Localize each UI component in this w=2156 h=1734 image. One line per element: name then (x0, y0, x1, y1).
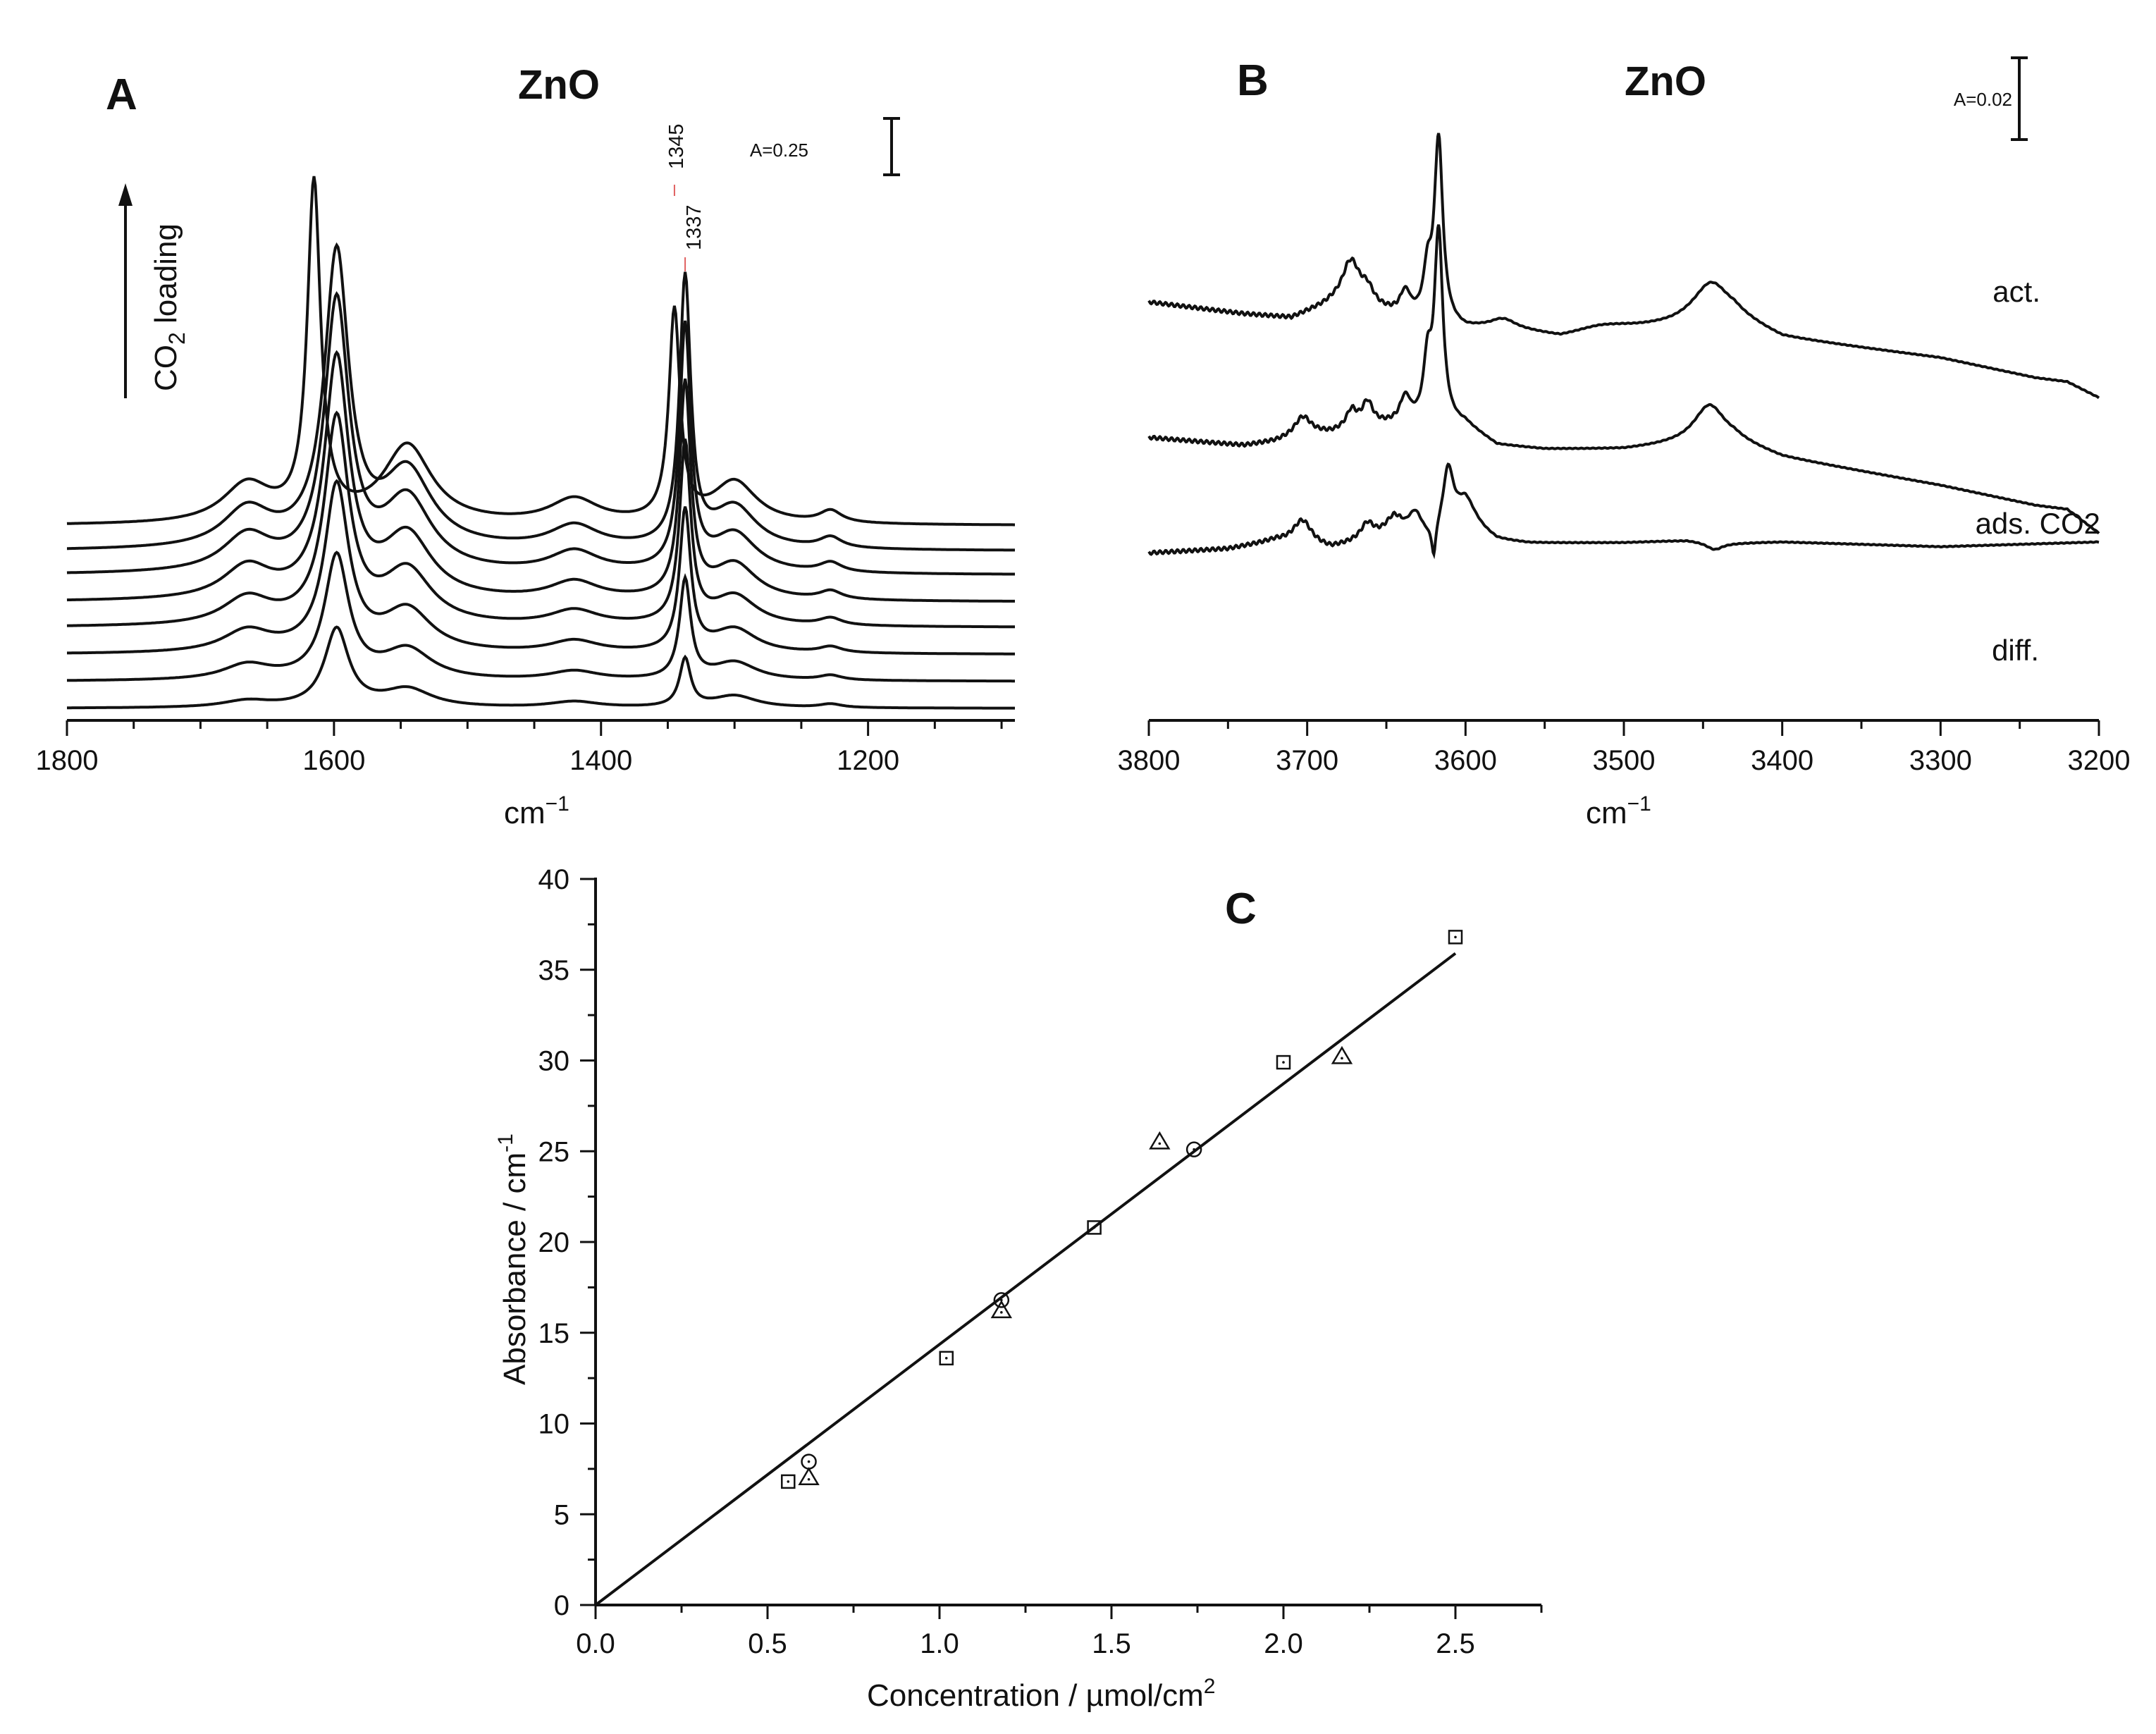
panel-c-point-square (781, 1474, 796, 1489)
panel-c-point-square (939, 1351, 954, 1366)
panel-a-trace-3 (67, 479, 1015, 656)
panel-b-scale-bar (2011, 56, 2028, 141)
panel-c-point-circle (1185, 1141, 1202, 1157)
panel-c-point-triangle (1149, 1131, 1171, 1150)
panel-b: B ZnO A=0.02 act. ads. CO2 diff. 3800 370… (1118, 56, 2131, 830)
panel-a-trace-6 (66, 290, 1015, 576)
trace-label-act: act. (1992, 275, 2040, 308)
panel-c-y-tick-label: 15 (538, 1318, 570, 1349)
panel-a-trace-4 (66, 410, 1015, 629)
panel-b-x-label: cm−1 (1586, 792, 1651, 830)
panel-a-letter: A (106, 70, 137, 119)
panel-c-y-tick-label: 20 (538, 1227, 570, 1258)
panel-a-x-ticks: 1800 1600 1400 1200 (36, 720, 1003, 776)
trace-label-ads-co2: ads. CO2 (1976, 507, 2100, 540)
panel-c-ticks: 0.0 0.5 1.0 1.5 2.0 2.5 0 5 10 15 20 25 30 35 40 (538, 864, 1543, 1659)
panel-b-scale-bar-label: A=0.02 (1954, 89, 2012, 110)
panel-b-tick-label: 3700 (1276, 745, 1338, 776)
panel-c-y-tick-label: 40 (538, 864, 570, 895)
panel-a-trace-1 (67, 625, 1015, 710)
panel-c-y-tick-label: 10 (538, 1409, 570, 1440)
panel-b-tick-label: 3300 (1909, 745, 1972, 776)
panel-c-y-tick-label: 5 (554, 1499, 569, 1530)
panel-a-title: ZnO (518, 62, 600, 108)
trace-label-diff: diff. (1992, 634, 2039, 667)
panel-c-point-triangle (990, 1300, 1013, 1319)
panel-b-traces (1147, 133, 2100, 560)
panel-b-title: ZnO (1625, 59, 1706, 104)
panel-a: A ZnO A=0.25 CO2 loading 1345 1337 1800 1… (36, 62, 1015, 830)
panel-c-x-tick-label: 2.0 (1264, 1628, 1303, 1659)
panel-a-trace-5 (66, 350, 1015, 603)
panel-c-point-square (1448, 930, 1463, 945)
peak-label-1337: 1337 (683, 204, 706, 250)
panel-c-point-square (1276, 1054, 1291, 1070)
panel-c-x-tick-label: 2.5 (1436, 1628, 1475, 1659)
co2-loading-arrow (118, 183, 133, 398)
panel-b-trace-2 (1147, 224, 2100, 535)
panel-b-tick-label: 3600 (1434, 745, 1497, 776)
panel-c-x-label: Concentration / µmol/cm2 (867, 1675, 1215, 1713)
panel-a-tick-label: 1200 (837, 745, 899, 776)
panel-a-tick-label: 1800 (36, 745, 99, 776)
panel-c-y-tick-label: 30 (538, 1046, 570, 1077)
panel-c-x-tick-label: 1.0 (920, 1628, 959, 1659)
panel-c-x-tick-label: 0.5 (748, 1628, 787, 1659)
panel-c-point-triangle (798, 1467, 820, 1485)
panel-b-tick-label: 3400 (1751, 745, 1813, 776)
panel-b-letter: B (1237, 56, 1269, 105)
panel-c-y-tick-label: 35 (538, 955, 570, 986)
panel-a-scale-bar-label: A=0.25 (750, 140, 808, 161)
panel-b-tick-label: 3200 (2068, 745, 2131, 776)
panel-c-x-tick-label: 0.0 (576, 1628, 615, 1659)
panel-a-trace-2 (67, 551, 1015, 683)
peak-label-1345: 1345 (665, 123, 688, 169)
panel-c-points (781, 930, 1463, 1489)
panel-b-tick-label: 3800 (1118, 745, 1181, 776)
panel-a-scale-bar (883, 117, 900, 176)
panel-c-y-tick-label: 25 (538, 1136, 570, 1167)
panel-a-tick-label: 1600 (302, 745, 365, 776)
panel-c-point-triangle (1331, 1045, 1353, 1064)
panel-a-x-label: cm−1 (504, 792, 569, 830)
panel-b-x-ticks: 3800 3700 3600 3500 3400 3300 3200 (1118, 720, 2131, 776)
panel-b-trace-3 (1147, 462, 2100, 560)
panel-c-y-tick-label: 0 (554, 1590, 569, 1621)
co2-loading-label: CO2 loading (149, 223, 190, 391)
panel-c-point-square (1087, 1220, 1102, 1235)
panel-b-trace-1 (1147, 133, 2100, 400)
panel-a-tick-label: 1400 (569, 745, 632, 776)
panel-c-fit-line (594, 952, 1457, 1606)
panel-a-trace-7 (67, 242, 1015, 552)
panel-a-traces (66, 176, 1015, 710)
panel-c-x-tick-label: 1.5 (1092, 1628, 1131, 1659)
panel-c: C 0.0 0.5 1.0 1.5 2.0 2.5 0 5 10 15 20 25 30 35 40 Con… (494, 864, 1543, 1713)
panel-c-y-label: Absorbance / cm-1 (494, 1133, 532, 1385)
panel-c-point-circle (801, 1453, 817, 1470)
panel-c-letter: C (1225, 885, 1257, 933)
panel-a-trace-8 (66, 176, 1015, 527)
panel-b-tick-label: 3500 (1593, 745, 1656, 776)
